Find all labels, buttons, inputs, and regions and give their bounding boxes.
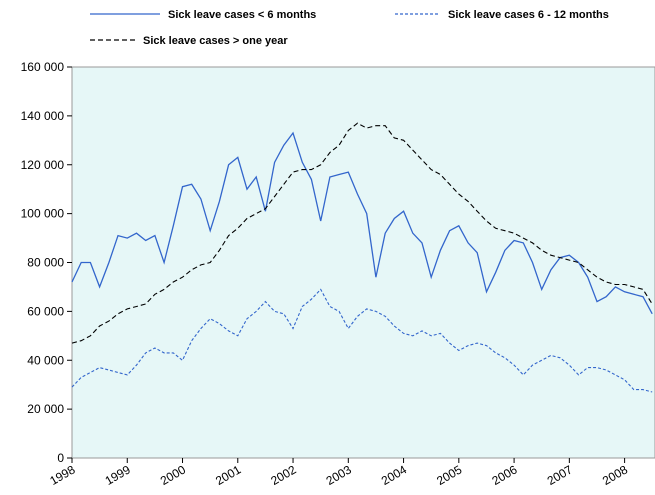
y-tick-label: 100 000: [21, 207, 65, 221]
legend-label: Sick leave cases < 6 months: [168, 9, 316, 21]
y-tick-label: 120 000: [21, 158, 65, 172]
x-tick-label: 2008: [600, 462, 630, 488]
y-tick-label: 40 000: [27, 353, 64, 367]
legend-label: Sick leave cases > one year: [143, 35, 288, 47]
x-tick-label: 1999: [103, 462, 133, 488]
y-tick-label: 20 000: [27, 402, 64, 416]
x-tick-label: 2007: [545, 462, 575, 488]
x-tick-label: 2005: [434, 462, 464, 488]
y-tick-label: 160 000: [21, 60, 65, 74]
y-tick-label: 0: [57, 451, 64, 465]
legend-label: Sick leave cases 6 - 12 months: [448, 9, 609, 21]
series-line: [71, 131, 653, 315]
x-tick-label: 2004: [379, 462, 409, 488]
series-line: [71, 288, 653, 393]
y-tick-label: 140 000: [21, 109, 65, 123]
y-tick-label: 80 000: [27, 256, 64, 270]
series-line: [71, 122, 653, 344]
y-tick-label: 60 000: [27, 304, 64, 318]
x-tick-label: 2002: [268, 462, 298, 488]
x-tick-label: 2006: [489, 462, 519, 488]
x-tick-label: 2003: [324, 462, 354, 488]
x-tick-label: 1998: [47, 462, 77, 488]
x-tick-label: 2001: [213, 462, 243, 488]
x-tick-label: 2000: [158, 462, 188, 488]
plot-area: [71, 66, 655, 459]
